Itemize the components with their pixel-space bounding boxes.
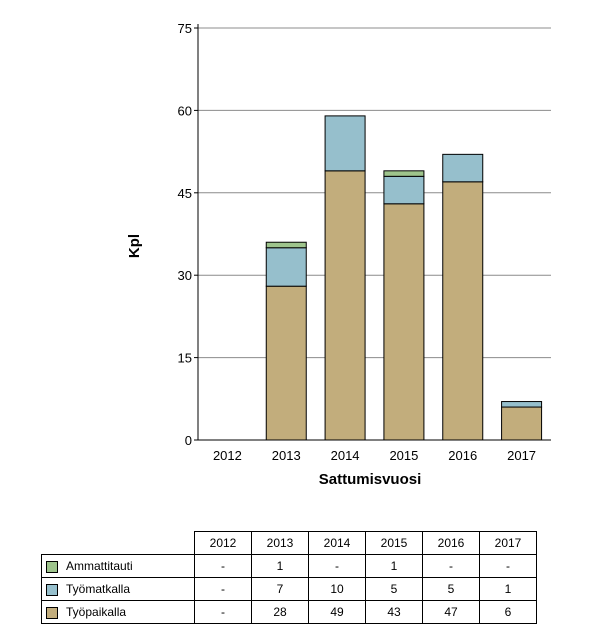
table-cell: 10 (308, 577, 366, 601)
bar-segment (501, 406, 543, 441)
table-row: Työmatkalla -7 10 5 5 1 (41, 577, 537, 601)
x-tick-label: 2017 (507, 448, 536, 463)
table-cell: - (194, 554, 252, 578)
bar-segment (442, 181, 484, 441)
table-header-cell: 2017 (479, 531, 537, 555)
x-tick-label: 2016 (448, 448, 477, 463)
table-row: Työpaikalla -28 49 43 47 6 (41, 600, 537, 624)
bar-segment (383, 203, 425, 441)
table-cell: 7 (251, 577, 309, 601)
bar-segment (324, 115, 366, 172)
table-header-cell: 2015 (365, 531, 423, 555)
table-cell: 47 (422, 600, 480, 624)
x-tick-label: 2015 (389, 448, 418, 463)
bar-segment (265, 247, 307, 287)
table-row-label: Ammattitauti (41, 554, 195, 578)
table-cell: - (194, 577, 252, 601)
y-tick-label: 15 (178, 351, 192, 366)
axes: 0 15 30 45 60 75 2012 2013 2014 2015 2016 2017 (178, 21, 551, 463)
table-cell: 5 (365, 577, 423, 601)
legend-swatch (46, 606, 58, 619)
x-tick-label: 2014 (331, 448, 360, 463)
stacked-bar-chart: 0 15 30 45 60 75 2012 2013 2014 2015 2016 2017 Satt… (126, 21, 551, 488)
bar-segment (265, 285, 307, 441)
bar-segment (324, 170, 366, 441)
table-cell: - (194, 600, 252, 624)
bar-segment (501, 401, 543, 408)
table-corner (41, 531, 195, 555)
table-cell: 43 (365, 600, 423, 624)
grid-lines (198, 27, 551, 359)
y-axis-title: Kpl (126, 234, 143, 258)
y-tick-label: 0 (185, 433, 192, 448)
series-name: Työmatkalla (66, 582, 131, 596)
table-cell: 28 (251, 600, 309, 624)
bars (265, 115, 543, 441)
x-tick-label: 2012 (213, 448, 242, 463)
y-tick-label: 45 (178, 186, 192, 201)
table-cell: - (479, 554, 537, 578)
x-axis-title: Sattumisvuosi (319, 471, 422, 488)
table-cell: 1 (251, 554, 309, 578)
legend-swatch (46, 560, 58, 573)
bar-segment (442, 153, 484, 183)
x-tick-label: 2013 (272, 448, 301, 463)
series-name: Työpaikalla (66, 605, 127, 619)
y-tick-label: 30 (178, 268, 192, 283)
table-row-label: Työmatkalla (41, 577, 195, 601)
table-cell: - (308, 554, 366, 578)
bar-segment (383, 170, 425, 177)
table-cell: - (422, 554, 480, 578)
table-cell: 5 (422, 577, 480, 601)
table-cell: 6 (479, 600, 537, 624)
bar-segment (383, 175, 425, 205)
table-header-cell: 2012 (194, 531, 252, 555)
table-row-label: Työpaikalla (41, 600, 195, 624)
table-cell: 1 (365, 554, 423, 578)
table-header-cell: 2013 (251, 531, 309, 555)
y-tick-label: 60 (178, 103, 192, 118)
legend-swatch (46, 583, 58, 596)
series-name: Ammattitauti (66, 559, 133, 573)
data-table: 2012 2013 2014 2015 2016 2017 Ammattitau… (41, 531, 537, 624)
bar-segment (265, 241, 307, 249)
table-header-row: 2012 2013 2014 2015 2016 2017 (41, 531, 537, 555)
table-row: Ammattitauti -1-1- - (41, 554, 537, 578)
y-tick-label: 75 (178, 21, 192, 36)
table-header-cell: 2014 (308, 531, 366, 555)
table-header-cell: 2016 (422, 531, 480, 555)
table-cell: 1 (479, 577, 537, 601)
table-cell: 49 (308, 600, 366, 624)
